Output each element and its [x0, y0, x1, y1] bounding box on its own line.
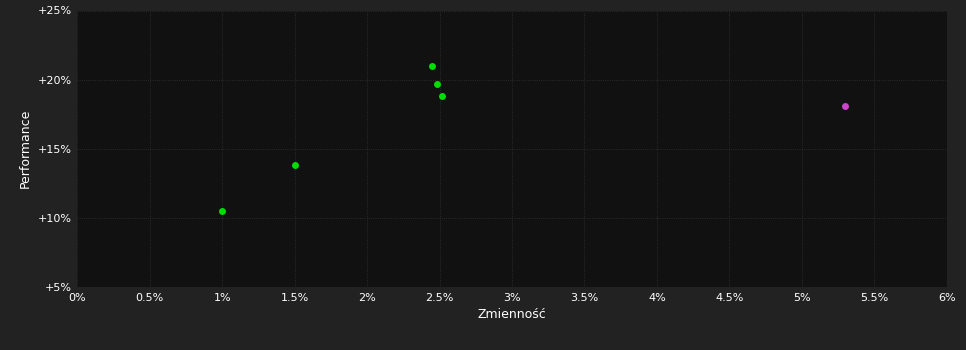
Y-axis label: Performance: Performance — [19, 109, 32, 188]
X-axis label: Zmienność: Zmienność — [477, 308, 547, 321]
